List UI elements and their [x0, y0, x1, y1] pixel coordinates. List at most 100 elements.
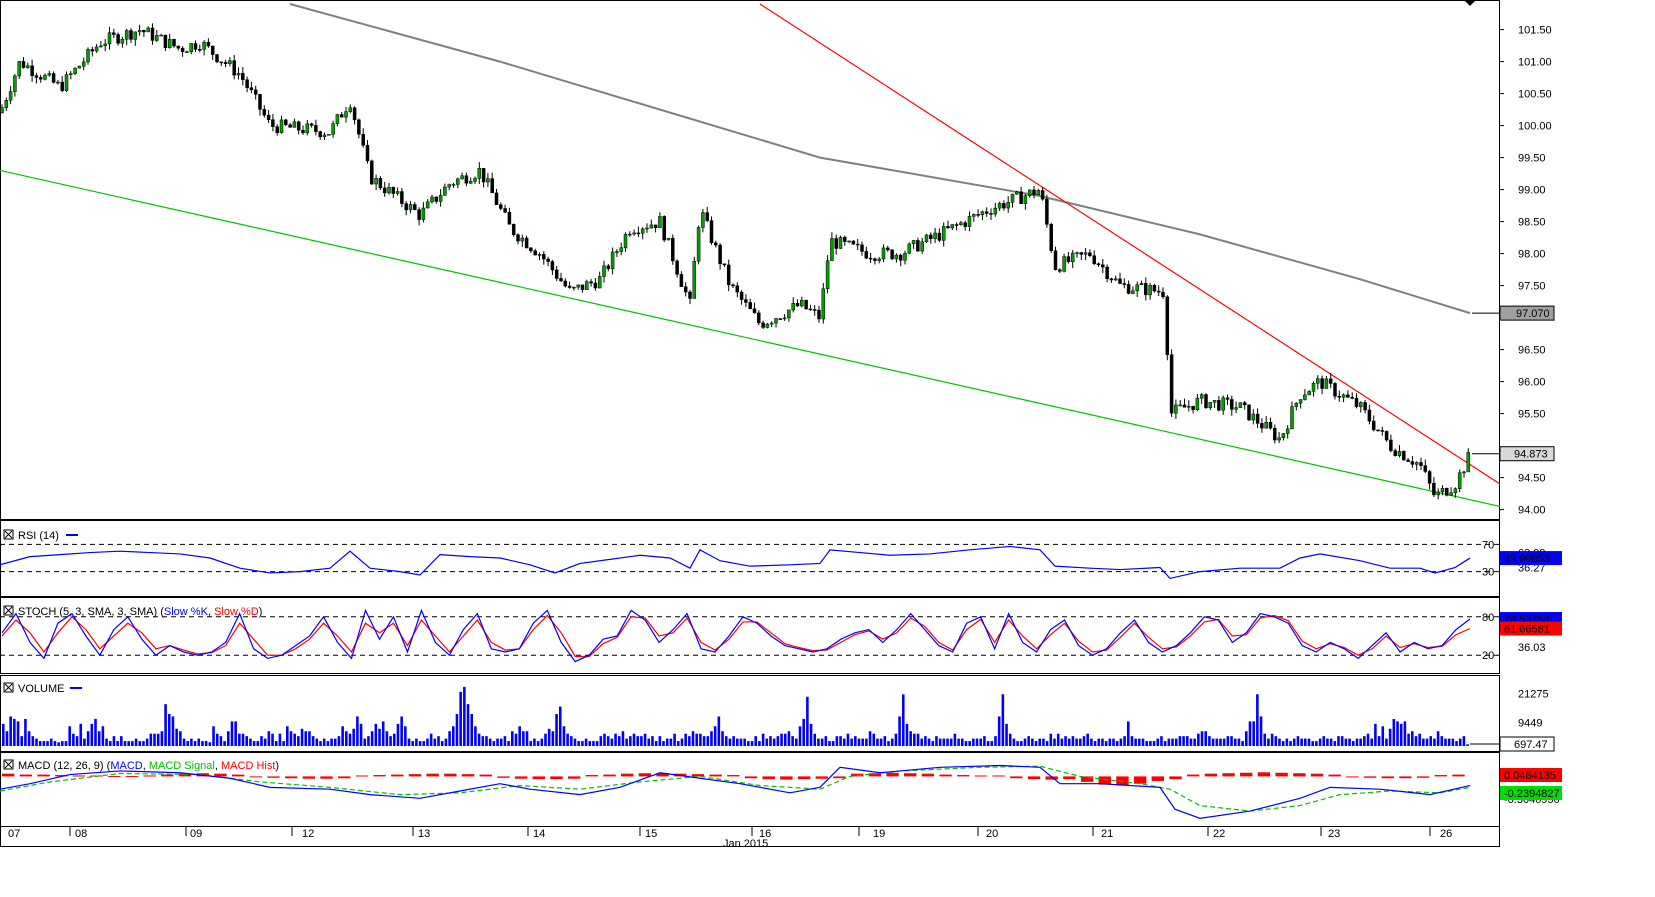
candle-down [726, 264, 731, 286]
candle-down [916, 240, 920, 252]
candle-up [1070, 252, 1075, 263]
volume-bar [743, 738, 746, 746]
volume-bar [1119, 738, 1123, 746]
candle-down [1058, 269, 1062, 272]
macd-hist-bar [1381, 776, 1394, 779]
candle-up [1027, 189, 1032, 196]
volume-bar [267, 731, 271, 746]
candle-up [1298, 399, 1303, 404]
stoch-tick-label: 80 [1482, 612, 1494, 624]
candle-down [1096, 263, 1101, 266]
volume-bar [13, 718, 16, 746]
candle-down [142, 30, 146, 33]
candle-down [890, 249, 894, 260]
volume-bar [750, 741, 754, 746]
candle-up [305, 123, 310, 134]
macd-hist-bar [267, 776, 280, 778]
volume-bar [1281, 741, 1285, 746]
candle-down [1217, 400, 1221, 411]
candle-up [1307, 391, 1311, 396]
x-axis-label: 15 [645, 828, 657, 840]
resistance-trendline [759, 3, 1501, 485]
volume-bar [566, 733, 569, 746]
volume-bar [1141, 738, 1145, 746]
volume-bar [872, 733, 876, 746]
menu-arrow-icon[interactable] [1464, 0, 1476, 6]
volume-bar [1329, 738, 1333, 746]
x-axis-label: 09 [190, 828, 202, 840]
candle-down [1092, 255, 1096, 264]
price-tick-label: 96.00 [1518, 377, 1546, 389]
candle-up [331, 123, 335, 135]
volume-bar [916, 733, 920, 746]
volume-bar [1377, 736, 1381, 746]
candle-down [1346, 394, 1350, 398]
volume-bar [1422, 738, 1425, 746]
volume-bar [1020, 741, 1023, 746]
macd-hist-bar [72, 775, 86, 777]
candle-down [60, 81, 64, 91]
volume-bar [418, 741, 422, 746]
volume-bar [208, 742, 212, 746]
candle-down [1328, 378, 1333, 384]
candle-up [907, 243, 912, 254]
candle-up [1083, 252, 1088, 255]
candle-down [51, 73, 56, 83]
volume-bar [330, 738, 333, 746]
candle-down [1268, 422, 1273, 429]
candle-up [1397, 451, 1402, 456]
volume-bar [179, 731, 182, 746]
stoch-k-line [1, 608, 1471, 663]
candle-up [408, 204, 413, 211]
candle-up [26, 65, 30, 68]
volume-bar [24, 718, 27, 746]
volume-bar [688, 736, 691, 746]
volume-bar [1101, 738, 1104, 746]
candle-up [322, 134, 327, 138]
candle-down [860, 244, 864, 252]
candle-down [391, 187, 396, 194]
macd-hist-bar [320, 776, 333, 779]
candle-up [1010, 193, 1015, 203]
volume-bar [466, 704, 470, 746]
macd-hist-bar [408, 774, 422, 777]
volume-bar [1167, 738, 1171, 746]
candle-down [301, 129, 305, 134]
volume-title: VOLUME [18, 683, 64, 695]
candle-down [1169, 354, 1174, 414]
macd-hist-bar [868, 773, 882, 777]
macd-hist-bar [1133, 776, 1147, 784]
volume-bar [437, 736, 440, 746]
volume-bar [702, 736, 706, 746]
volume-bar [1182, 736, 1185, 746]
volume-bar [960, 738, 964, 746]
candle-down [898, 254, 903, 261]
candle-up [451, 184, 456, 186]
macd-signal-line [0, 765, 1471, 812]
candle-up [120, 38, 125, 44]
candle-up [137, 30, 142, 33]
volume-bar [1278, 738, 1281, 746]
candle-down [1002, 203, 1006, 209]
volume-bar [588, 741, 592, 746]
candle-up [335, 114, 340, 124]
volume-bar [1388, 728, 1392, 746]
volume-bar [407, 738, 411, 746]
candle-up [0, 107, 4, 114]
moving-average-line [289, 3, 1471, 315]
volume-bar [839, 736, 842, 746]
volume-bar [595, 741, 599, 746]
volume-bar [1359, 738, 1362, 746]
volume-bar [654, 741, 658, 746]
volume-bar [1429, 736, 1433, 746]
volume-bar [97, 731, 101, 746]
macd-hist-bar [727, 775, 740, 777]
volume-bar [787, 731, 791, 746]
volume-bar [1067, 738, 1071, 746]
candle-up [56, 81, 60, 84]
candle-up [185, 51, 189, 53]
candle-up [1466, 452, 1471, 473]
volume-bar [857, 738, 861, 746]
candle-up [468, 181, 473, 184]
volume-bar [997, 716, 1001, 746]
